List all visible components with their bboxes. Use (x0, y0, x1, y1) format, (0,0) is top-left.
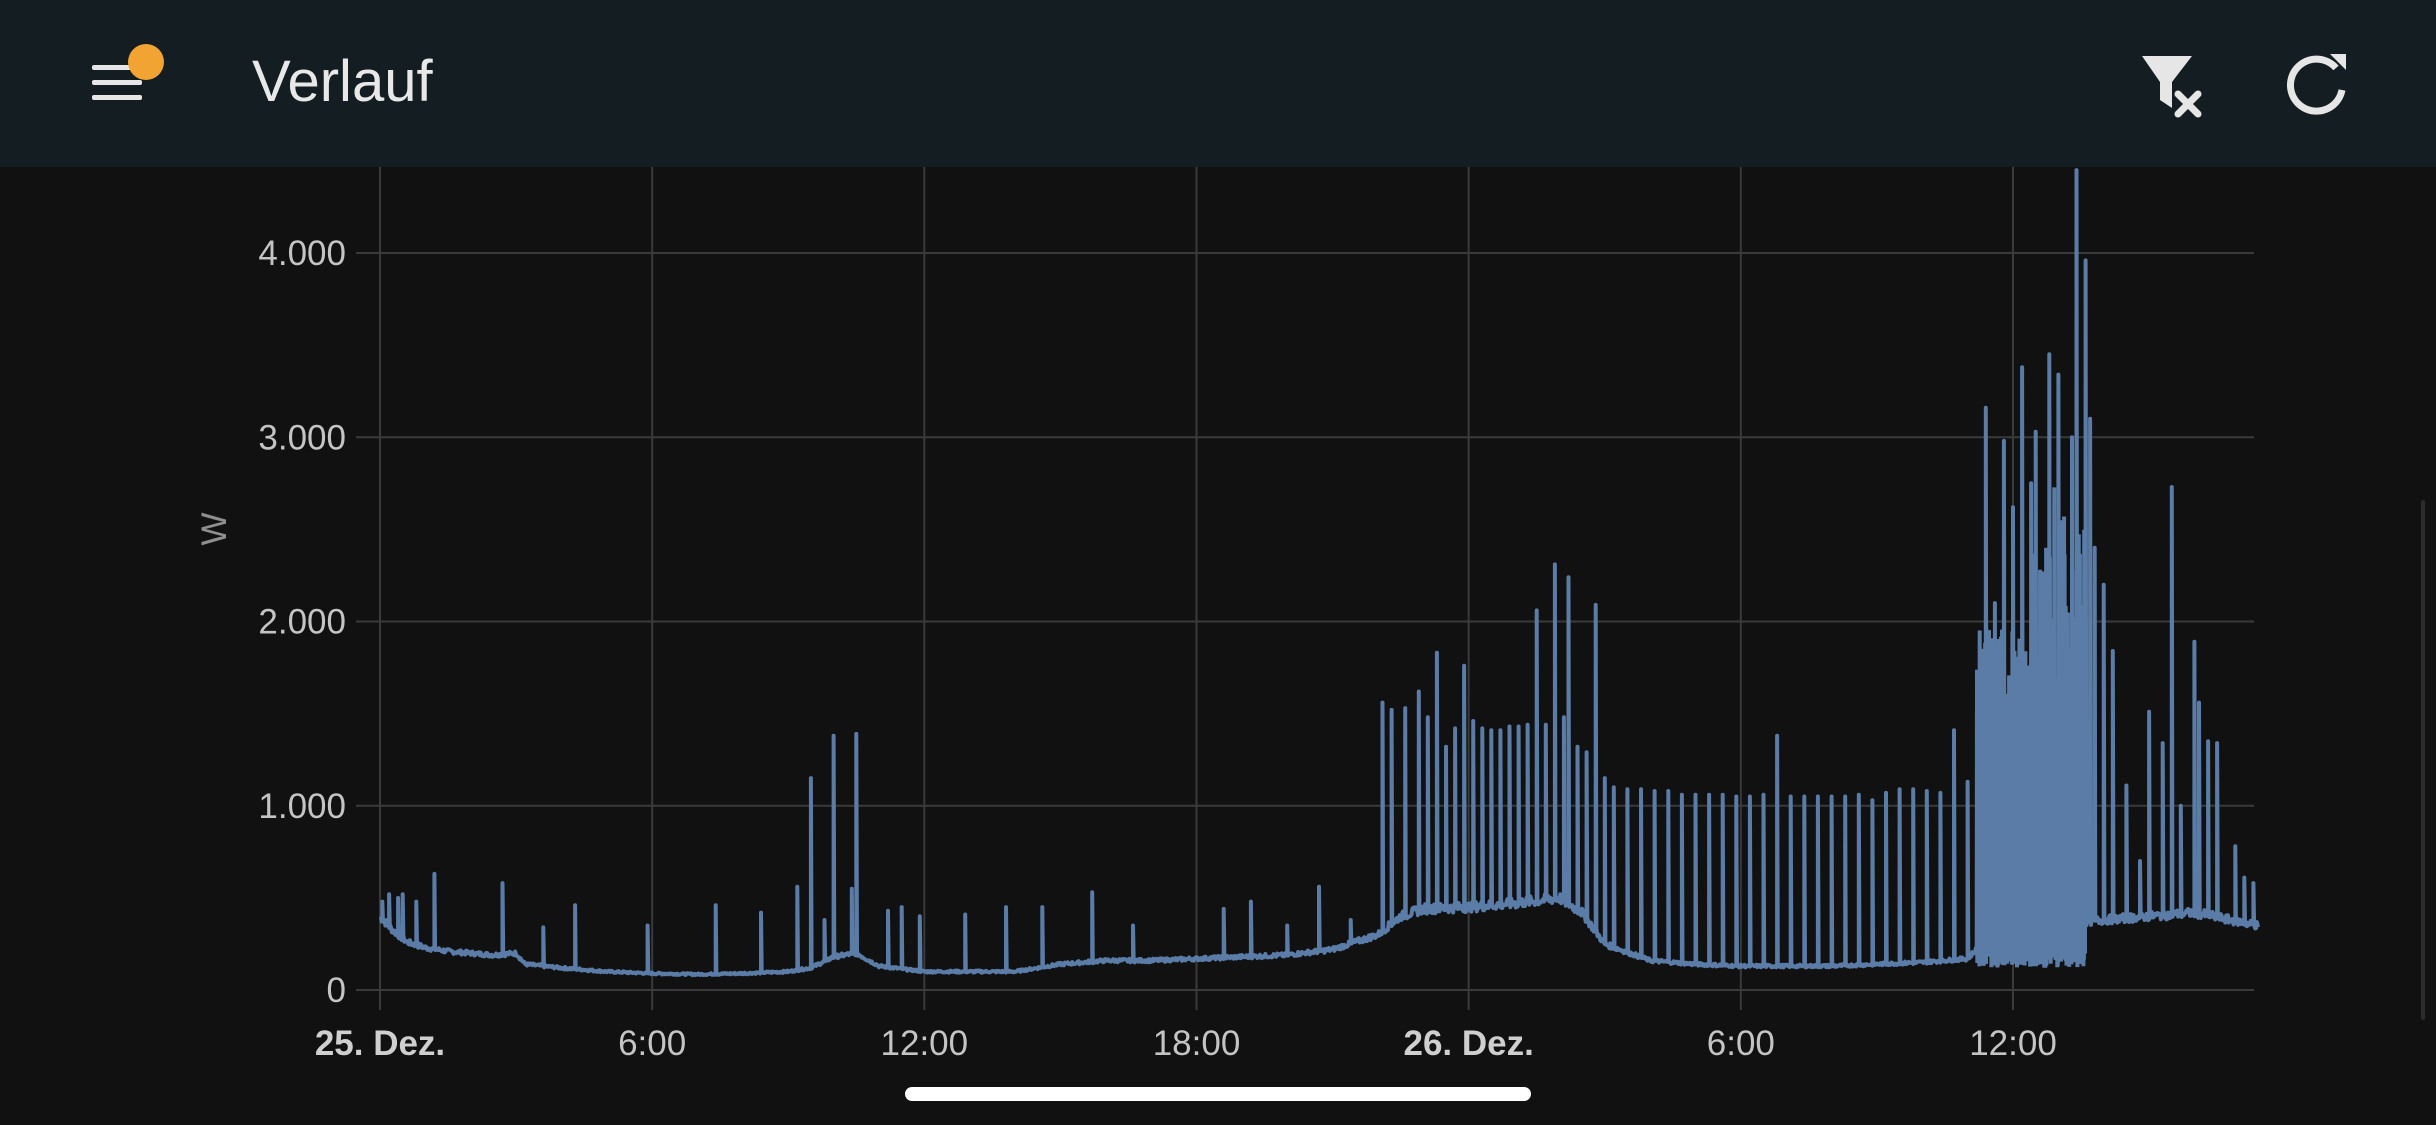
x-tick-label: 6:00 (1707, 1024, 1775, 1063)
refresh-button[interactable] (2268, 38, 2364, 134)
y-tick-label: 0 (327, 971, 346, 1010)
x-tick-label: 18:00 (1153, 1024, 1241, 1063)
notification-badge (128, 44, 164, 80)
y-tick-label: 4.000 (258, 234, 346, 273)
y-axis-ticks: 0 1.000 2.000 3.000 4.000 (258, 234, 346, 1010)
clear-filter-button[interactable] (2122, 38, 2218, 134)
x-tick-label: 26. Dez. (1403, 1024, 1533, 1063)
y-tick-label: 1.000 (258, 787, 346, 826)
history-chart[interactable]: 0 1.000 2.000 3.000 4.000 25. Dez. 6:00 12:00 1… (0, 167, 2436, 1125)
page-title: Verlauf (252, 49, 433, 114)
x-tick-label: 12:00 (881, 1024, 969, 1063)
y-axis-label: W (195, 512, 234, 545)
app-toolbar: Verlauf (0, 0, 2436, 167)
series-dense-region (1974, 487, 2088, 968)
plot-area (378, 168, 2260, 978)
x-tick-label: 25. Dez. (315, 1024, 445, 1063)
x-tick-label: 12:00 (1969, 1024, 2057, 1063)
y-tick-label: 3.000 (258, 418, 346, 457)
x-axis-ticks: 25. Dez. 6:00 12:00 18:00 26. Dez. 6:00 12:00 (315, 1024, 2057, 1063)
y-tick-label: 2.000 (258, 603, 346, 642)
x-tick-label: 6:00 (618, 1024, 686, 1063)
home-indicator (905, 1087, 1531, 1101)
history-chart-svg: 0 1.000 2.000 3.000 4.000 25. Dez. 6:00 12:00 1… (195, 167, 2260, 1063)
scroll-indicator (2421, 500, 2425, 1020)
filter-remove-icon (2142, 56, 2202, 118)
refresh-icon (2286, 54, 2346, 115)
menu-button[interactable] (70, 40, 170, 130)
